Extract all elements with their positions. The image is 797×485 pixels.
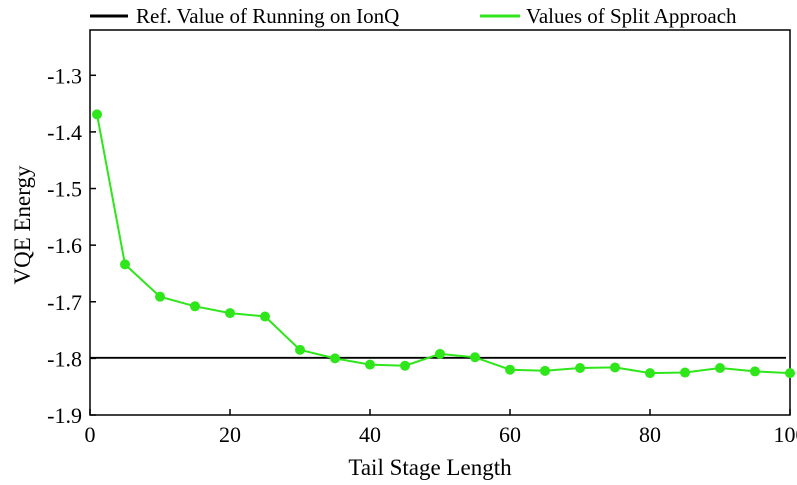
data-point [750, 366, 760, 377]
legend-reference-label: Ref. Value of Running on IonQ [136, 4, 399, 28]
data-point [260, 311, 270, 322]
y-tick-label: -1.8 [47, 346, 82, 371]
data-point [680, 367, 690, 378]
data-point [400, 360, 410, 371]
x-tick-label: 20 [219, 422, 241, 447]
series-points [92, 109, 795, 379]
x-tick-label: 80 [639, 422, 661, 447]
data-point [120, 259, 130, 270]
y-tick-label: -1.4 [47, 120, 82, 145]
data-point [190, 301, 200, 312]
data-point [575, 363, 585, 374]
data-point [505, 364, 515, 375]
x-tick-label: 0 [85, 422, 96, 447]
data-point [155, 291, 165, 302]
y-axis-ticks: -1.9 -1.8 -1.7 -1.6 -1.5 -1.4 -1.3 [47, 63, 96, 428]
legend-series-label: Values of Split Approach [526, 4, 737, 28]
y-tick-label: -1.3 [47, 63, 82, 88]
data-point [435, 348, 445, 359]
x-axis-ticks: 0 20 40 60 80 100 [85, 409, 797, 447]
legend: Ref. Value of Running on IonQ Values of … [90, 4, 737, 28]
x-tick-label: 40 [359, 422, 381, 447]
y-axis-label: VQE Energy [10, 165, 35, 285]
data-point [365, 359, 375, 370]
data-point [225, 308, 235, 319]
x-axis-label: Tail Stage Length [348, 455, 512, 480]
y-tick-label: -1.5 [47, 177, 82, 202]
y-tick-label: -1.7 [47, 290, 82, 315]
x-tick-label: 60 [499, 422, 521, 447]
data-point [785, 368, 795, 379]
plot-frame [89, 29, 791, 416]
series-line-split-approach [96, 114, 791, 375]
data-point [92, 109, 102, 120]
data-point [610, 362, 620, 373]
data-point [295, 344, 305, 355]
data-point [470, 352, 480, 363]
data-point [715, 363, 725, 374]
x-tick-label: 100 [774, 422, 797, 447]
y-tick-label: -1.6 [47, 233, 82, 258]
y-tick-label: -1.9 [47, 403, 82, 428]
data-point [330, 353, 340, 364]
data-point [645, 368, 655, 379]
data-point [540, 365, 550, 376]
